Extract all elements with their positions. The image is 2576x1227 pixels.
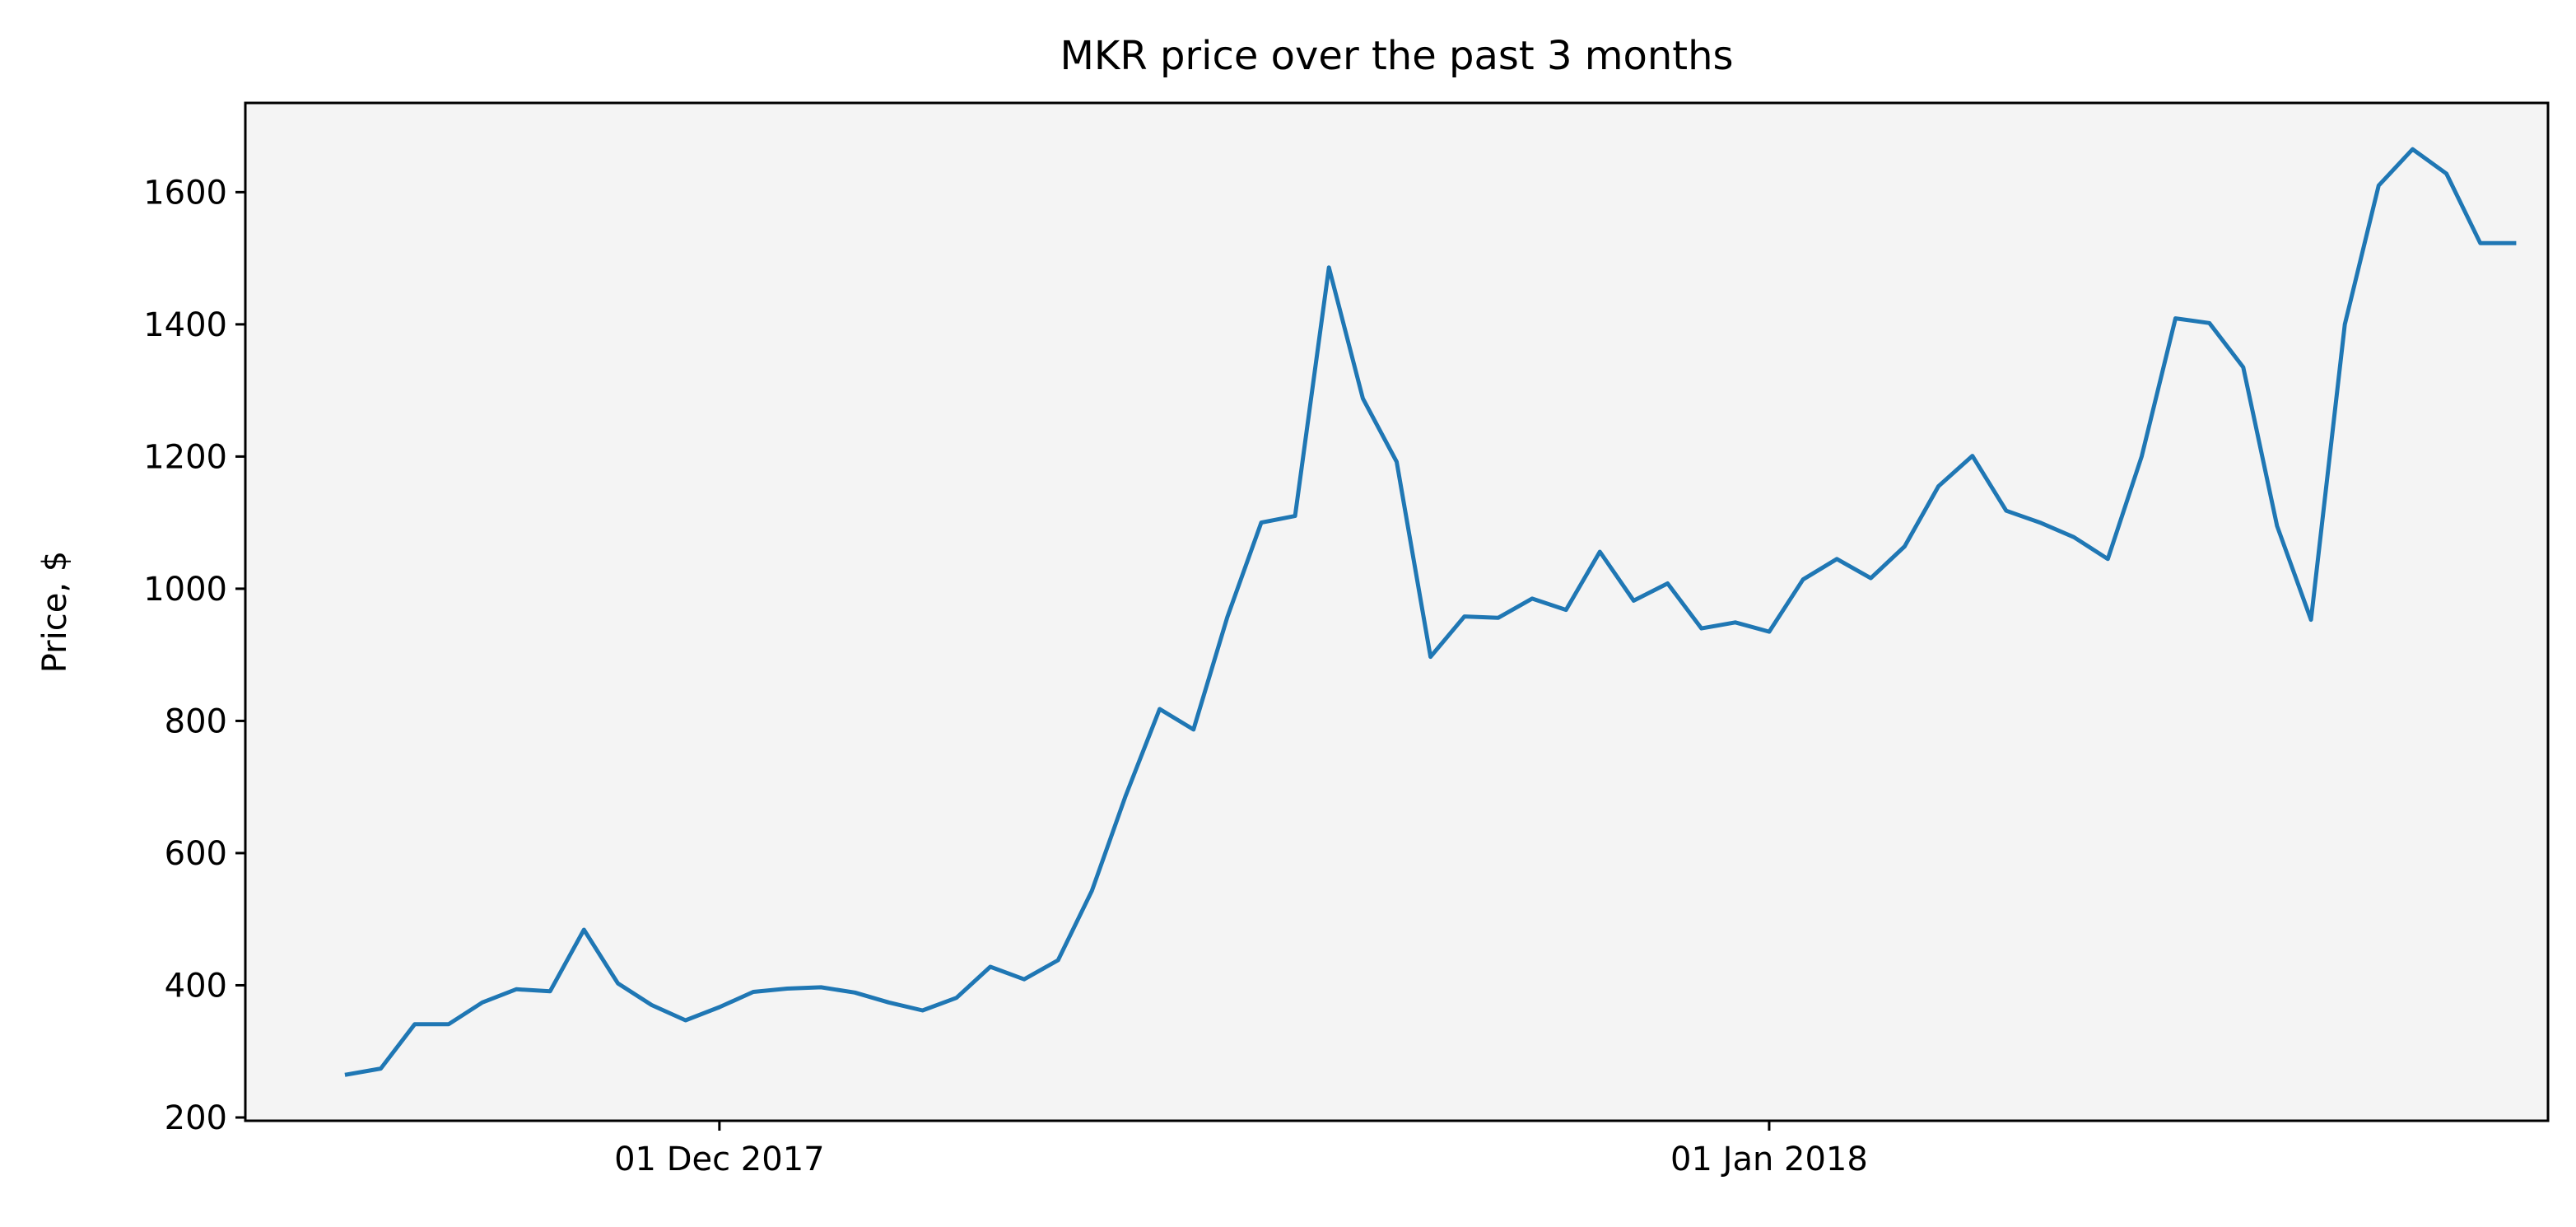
y-tick-label: 800	[165, 702, 227, 740]
y-tick-label: 400	[165, 967, 227, 1005]
y-axis-ticks: 200 400 600 800 1000 1200 1400 1600	[143, 174, 245, 1137]
x-axis-ticks: 01 Dec 2017 01 Jan 2018	[614, 1121, 1868, 1178]
y-tick-label: 600	[165, 835, 227, 873]
chart-title: MKR price over the past 3 months	[1060, 33, 1733, 79]
y-tick-label: 200	[165, 1099, 227, 1137]
y-axis-label: Price, $	[36, 551, 74, 673]
plot-area-background	[245, 103, 2548, 1121]
price-line	[344, 147, 2517, 1077]
y-tick-label: 1000	[143, 571, 227, 609]
y-tick-label: 1400	[143, 306, 227, 344]
x-tick-label: 01 Jan 2018	[1670, 1141, 1868, 1178]
y-tick-label: 1600	[143, 174, 227, 212]
plot-area-frame	[244, 101, 2550, 1122]
y-tick-label: 1200	[143, 438, 227, 476]
x-tick-label: 01 Dec 2017	[614, 1141, 825, 1178]
